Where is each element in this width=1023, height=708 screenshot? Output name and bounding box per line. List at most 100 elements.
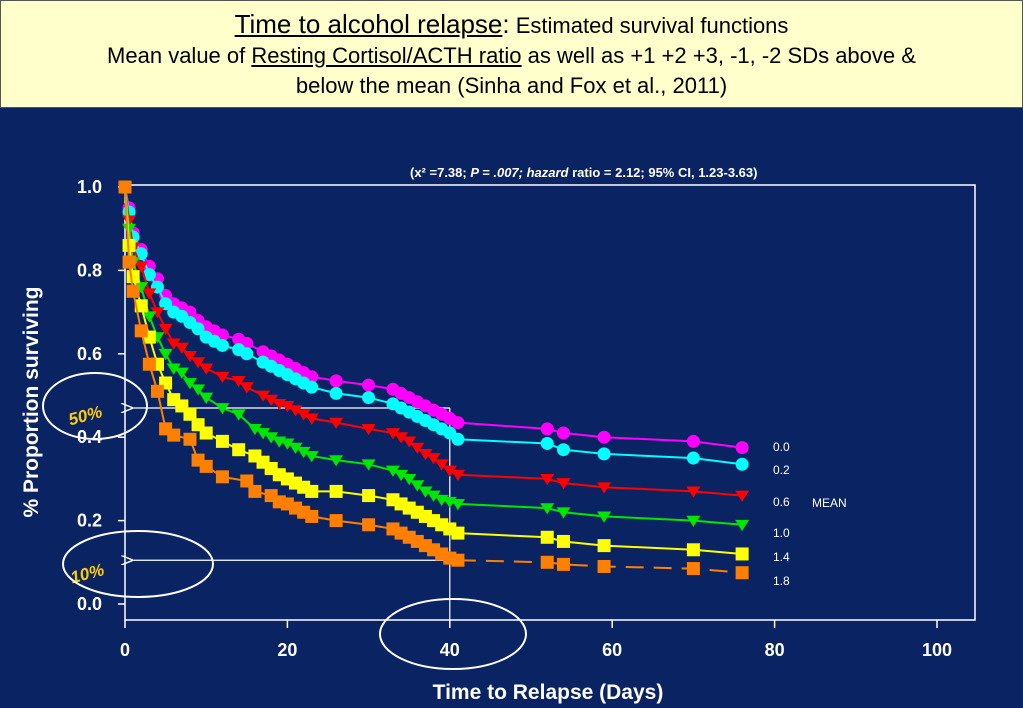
data-point: [418, 448, 433, 461]
ten-percent-circle: [62, 530, 214, 598]
data-point: [199, 426, 213, 440]
title-line2-underlined: Resting Cortisol/ACTH ratio: [251, 43, 522, 68]
y-tick-label: 0.6: [77, 344, 102, 364]
plot-frame: [124, 184, 976, 621]
data-point: [686, 486, 701, 498]
series-line-tail: [457, 438, 743, 466]
data-point: [329, 417, 344, 429]
data-point: [256, 428, 271, 440]
data-point: [199, 392, 214, 404]
data-point: [540, 474, 555, 486]
data-point: [361, 459, 376, 471]
data-point: [280, 438, 295, 450]
data-point: [402, 436, 417, 448]
data-point: [256, 390, 271, 402]
data-point: [450, 469, 465, 482]
series-label: 1.8: [773, 574, 790, 588]
data-point: [142, 288, 157, 300]
title-sub: Estimated survival functions: [509, 13, 789, 38]
data-point: [556, 534, 570, 548]
data-point: [264, 394, 279, 406]
stats-part-2: P = .007; hazard: [470, 165, 569, 180]
data-point: [362, 489, 376, 503]
data-point: [305, 484, 319, 498]
data-point: [150, 384, 164, 398]
title-colon: :: [502, 9, 510, 39]
data-point: [540, 503, 555, 515]
x-axis-title: Time to Relapse (Days): [433, 681, 664, 704]
data-point: [597, 482, 612, 494]
data-point: [199, 459, 213, 473]
data-point: [159, 297, 173, 311]
data-point: [231, 376, 246, 388]
title-main: Time to alcohol relapse: [234, 9, 503, 39]
series-line-tail: [457, 421, 743, 449]
data-point: [158, 323, 173, 336]
data-point: [362, 391, 376, 405]
data-point: [264, 432, 279, 444]
mean-label: MEAN: [812, 496, 847, 510]
title-line2-post: as well as +1 +2 +3, -1, -2 SDs above &: [521, 43, 916, 68]
data-point: [361, 423, 376, 436]
title-line-1: Time to alcohol relapse: Estimated survi…: [1, 9, 1022, 41]
data-point: [296, 446, 311, 459]
data-point: [597, 430, 611, 444]
data-point: [142, 311, 157, 323]
y-tick-label: 0.4: [77, 427, 102, 447]
data-point: [215, 371, 230, 384]
data-point: [362, 518, 376, 532]
data-point: [735, 519, 750, 532]
data-point: [556, 507, 571, 519]
data-point: [182, 350, 197, 363]
data-point: [735, 566, 749, 580]
data-point: [410, 480, 425, 492]
series-1-0: [118, 182, 750, 532]
data-point: [240, 347, 254, 361]
data-point: [735, 457, 749, 471]
series-0-6: [118, 182, 750, 502]
y-tick-label: 0.0: [77, 594, 102, 614]
data-point: [451, 416, 465, 430]
data-point: [122, 255, 136, 269]
data-point: [385, 465, 400, 477]
data-point: [385, 428, 400, 440]
data-point: [231, 409, 246, 421]
data-point: [183, 407, 197, 421]
data-point: [142, 268, 156, 282]
data-point: [280, 401, 295, 413]
data-point: [556, 443, 570, 457]
data-point: [134, 299, 148, 313]
data-point: [215, 434, 229, 448]
data-point: [394, 432, 409, 444]
forty-days-circle: [379, 598, 527, 670]
data-point: [686, 434, 700, 448]
data-point: [174, 342, 189, 354]
data-point: [556, 426, 570, 440]
data-point: [540, 555, 554, 569]
data-point: [329, 484, 343, 498]
data-point: [304, 413, 319, 425]
data-point: [686, 451, 700, 465]
data-point: [418, 486, 433, 498]
data-point: [183, 432, 197, 446]
series-0-0: [118, 180, 749, 455]
series-label: 1.4: [773, 550, 790, 564]
title-line-2: Mean value of Resting Cortisol/ACTH rati…: [1, 41, 1022, 71]
y-tick-label: 0.2: [77, 511, 102, 531]
fifty-percent-label: 50%: [66, 402, 104, 429]
data-point: [735, 547, 749, 561]
data-point: [540, 436, 554, 450]
data-point: [288, 442, 303, 454]
data-point: [329, 514, 343, 528]
stats-annotation: (x² =7.38; P = .007; hazard ratio = 2.12…: [410, 165, 757, 180]
title-line-3: below the mean (Sinha and Fox et al., 20…: [295, 73, 728, 98]
series-1-4: [118, 180, 749, 561]
data-point: [248, 484, 262, 498]
data-point: [134, 324, 148, 338]
data-point: [426, 453, 441, 465]
x-tick-label: 20: [277, 640, 297, 660]
data-point: [232, 443, 246, 457]
series-label: 1.0: [773, 526, 790, 540]
data-point: [597, 511, 612, 523]
data-point: [686, 515, 701, 527]
